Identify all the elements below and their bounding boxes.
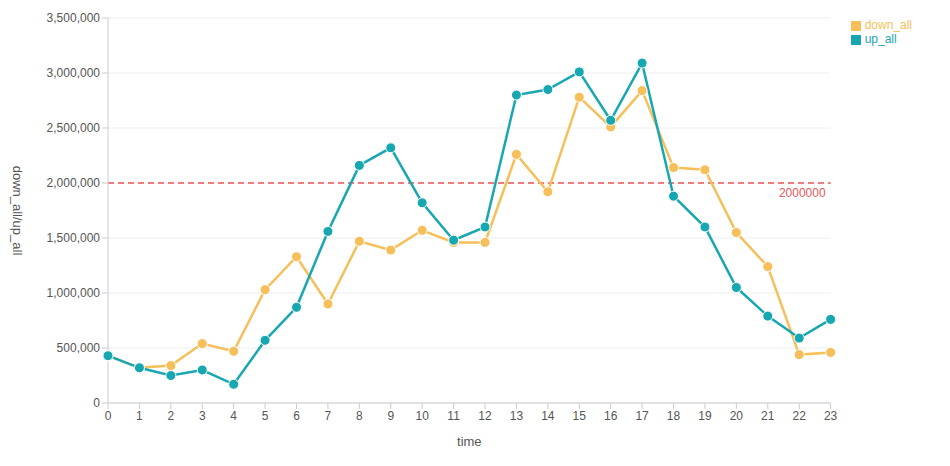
svg-text:19: 19	[698, 409, 712, 423]
svg-text:2: 2	[167, 409, 174, 423]
html-text:up_all: up_all	[864, 32, 897, 46]
svg-text:5: 5	[262, 409, 269, 423]
svg-text:8: 8	[356, 409, 363, 423]
svg-text:4: 4	[230, 409, 237, 423]
svg-text:13: 13	[510, 409, 524, 423]
svg-text:22: 22	[793, 409, 807, 423]
svg-text:20: 20	[730, 409, 744, 423]
svg-text:11: 11	[447, 409, 460, 423]
svg-text:10: 10	[416, 409, 430, 423]
svg-text:17: 17	[635, 409, 649, 423]
svg-text:18: 18	[667, 409, 681, 423]
svg-text:6: 6	[293, 409, 300, 423]
svg-text:500,000: 500,000	[57, 341, 101, 355]
svg-text:2,000,000: 2,000,000	[47, 176, 101, 190]
svg-text:0: 0	[105, 409, 112, 423]
svg-text:16: 16	[604, 409, 618, 423]
svg-text:3,500,000: 3,500,000	[47, 11, 101, 25]
svg-text:3,000,000: 3,000,000	[47, 66, 101, 80]
svg-text:12: 12	[478, 409, 492, 423]
svg-text:1,500,000: 1,500,000	[47, 231, 101, 245]
svg-text:1: 1	[136, 409, 143, 423]
html-text:down_all: down_all	[864, 18, 912, 32]
svg-text:21: 21	[761, 409, 775, 423]
svg-text:3: 3	[199, 409, 206, 423]
svg-text:14: 14	[541, 409, 555, 423]
svg-text:15: 15	[573, 409, 587, 423]
svg-text:2,500,000: 2,500,000	[47, 121, 101, 135]
svg-text:time: time	[457, 434, 482, 449]
svg-text:9: 9	[387, 409, 394, 423]
svg-text:down_all/up_all: down_all/up_all	[10, 166, 25, 256]
svg-text:1,000,000: 1,000,000	[47, 286, 101, 300]
svg-text:0: 0	[93, 396, 100, 410]
svg-text:23: 23	[824, 409, 838, 423]
svg-text:7: 7	[325, 409, 332, 423]
svg-text:2000000: 2000000	[779, 186, 826, 200]
